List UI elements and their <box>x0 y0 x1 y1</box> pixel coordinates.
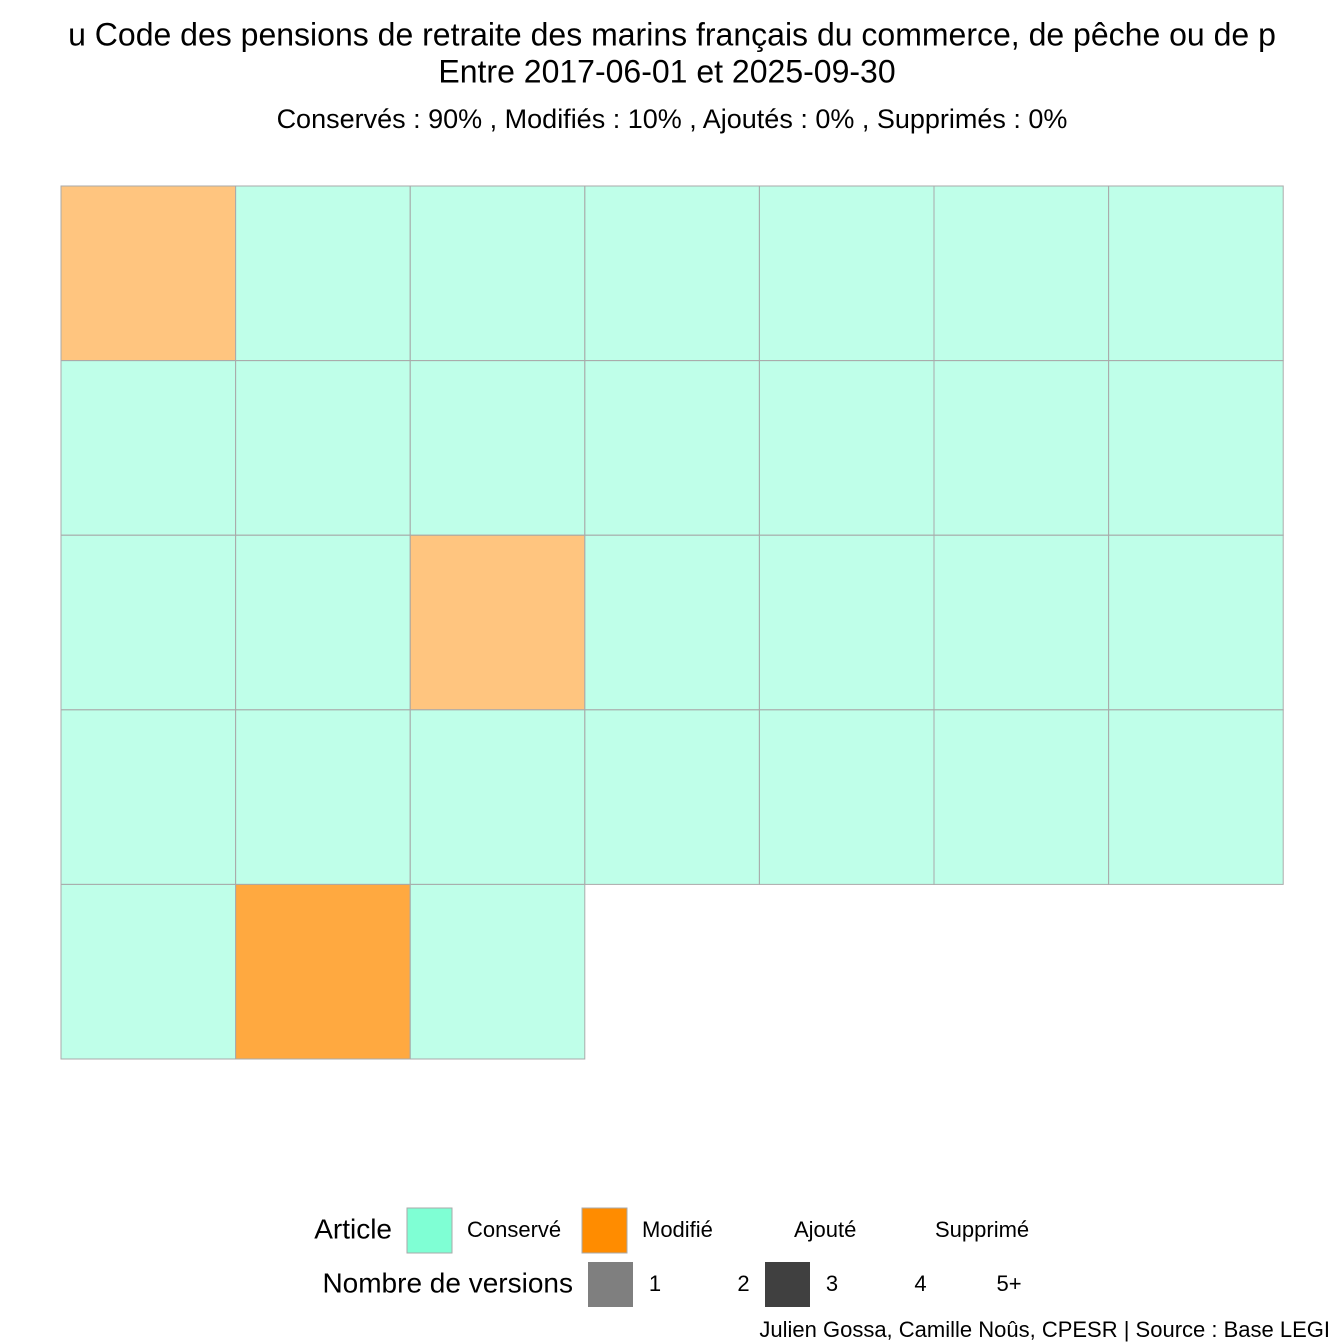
legend-label: Modifié <box>642 1217 713 1242</box>
waffle-cell <box>1108 534 1284 711</box>
waffle-cell <box>758 534 935 711</box>
waffle-cell <box>584 185 760 362</box>
legend-label: 3 <box>826 1271 838 1296</box>
waffle-cell <box>235 883 411 1060</box>
waffle-cell <box>409 883 586 1060</box>
legend-label: Supprimé <box>935 1217 1029 1242</box>
waffle-cell <box>933 185 1110 362</box>
waffle-cell <box>60 185 237 362</box>
waffle-cell <box>409 360 586 536</box>
legend-title: Article <box>314 1213 392 1244</box>
waffle-cell <box>933 360 1110 536</box>
legend-swatch <box>581 1207 628 1254</box>
legend-swatch <box>588 1262 633 1307</box>
waffle-cell <box>933 709 1110 885</box>
legend-label: 4 <box>914 1271 926 1296</box>
waffle-cell <box>1108 709 1284 885</box>
legend-label: Conservé <box>467 1217 561 1242</box>
legend-label: 2 <box>737 1271 749 1296</box>
legend-label: Ajouté <box>794 1217 856 1242</box>
waffle-cell <box>60 709 237 885</box>
caption: Julien Gossa, Camille Noûs, CPESR | Sour… <box>759 1317 1330 1342</box>
waffle-cell <box>933 534 1110 711</box>
legend-title: Nombre de versions <box>322 1267 573 1298</box>
waffle-cell <box>758 709 935 885</box>
legend-swatch <box>406 1207 453 1254</box>
legend-label: 1 <box>649 1271 661 1296</box>
waffle-cell <box>758 360 935 536</box>
waffle-cell <box>60 360 237 536</box>
waffle-cell <box>584 534 760 711</box>
waffle-cell <box>758 185 935 362</box>
legend-label: 5+ <box>996 1271 1021 1296</box>
waffle-cell <box>235 709 411 885</box>
waffle-cell <box>60 534 237 711</box>
waffle-cell <box>584 709 760 885</box>
waffle-cell <box>584 360 760 536</box>
waffle-cell <box>409 534 586 711</box>
waffle-cell <box>409 185 586 362</box>
waffle-cell <box>60 883 237 1060</box>
chart-subtitle: Entre 2017-06-01 et 2025-09-30 <box>438 53 895 89</box>
waffle-cell <box>409 709 586 885</box>
waffle-cell <box>1108 185 1284 362</box>
waffle-cell <box>235 360 411 536</box>
waffle-cell <box>235 185 411 362</box>
legend-swatch <box>765 1262 810 1307</box>
chart-summary: Conservés : 90% , Modifiés : 10% , Ajout… <box>277 104 1068 134</box>
waffle-cell <box>1108 360 1284 536</box>
chart-title: u Code des pensions de retraite des mari… <box>68 16 1276 52</box>
waffle-cell <box>235 534 411 711</box>
